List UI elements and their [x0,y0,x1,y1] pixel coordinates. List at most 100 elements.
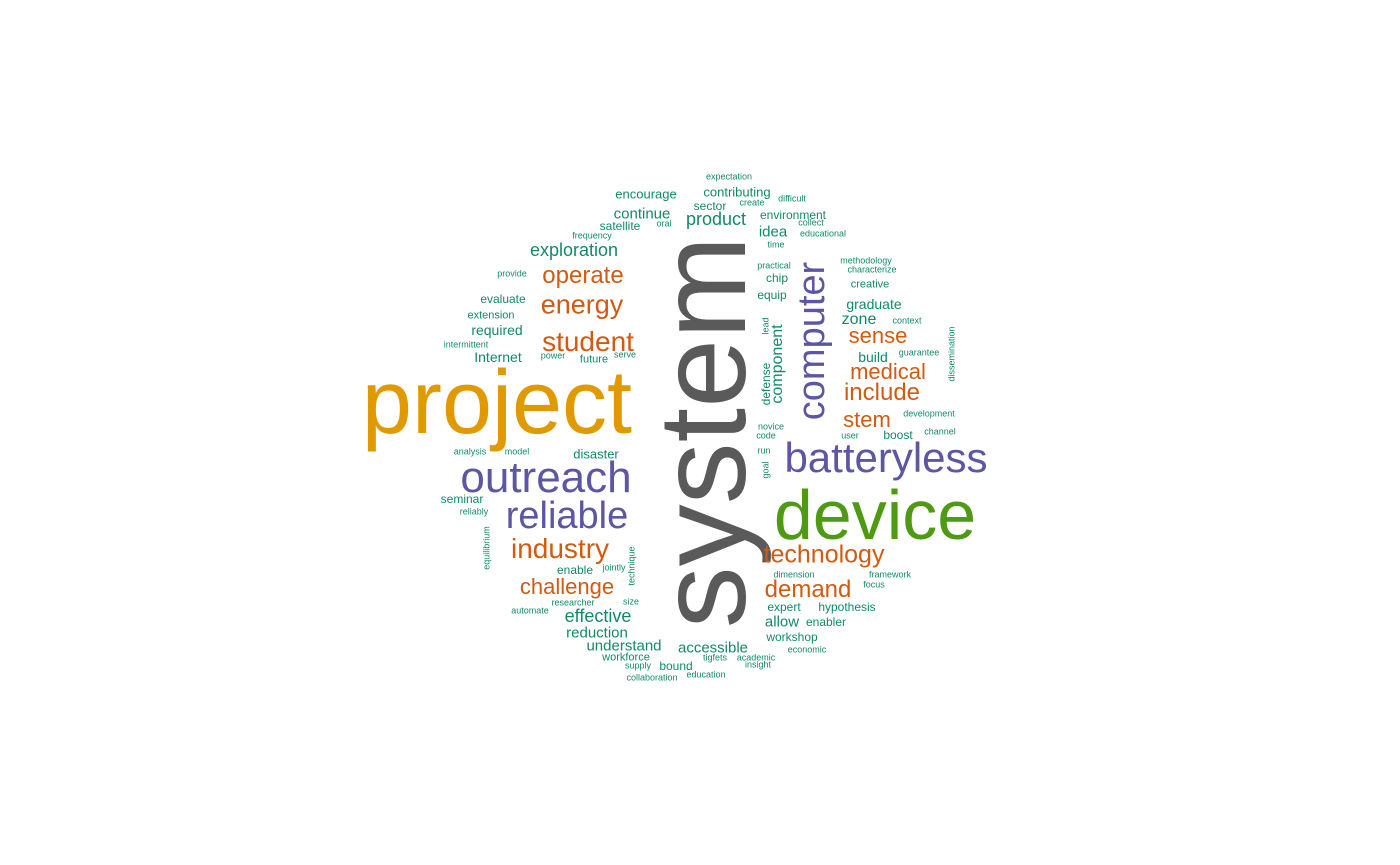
word-frequency: frequency [572,230,612,241]
word-batteryless: batteryless [784,434,988,481]
word-project: project [361,353,633,453]
word-workshop: workshop [766,630,818,644]
word-automate: automate [511,605,549,616]
word-satellite: satellite [599,219,641,233]
word-student: student [542,326,634,357]
word-sector: sector [693,199,727,213]
word-analysis: analysis [453,446,487,457]
word-development: development [903,408,955,419]
word-framework: framework [868,569,912,580]
word-demand: demand [764,576,852,603]
word-methodology: methodology [840,255,892,266]
word-exploration: exploration [529,240,619,260]
word-time: time [767,239,785,250]
word-provide: provide [497,268,527,279]
word-continue: continue [613,205,671,223]
word-equip: equip [757,288,787,302]
word-serve: serve [613,349,637,360]
word-goal: goal [760,461,771,479]
word-graduate: graduate [846,296,902,312]
word-seminar: seminar [440,492,484,506]
word-sense: sense [848,323,908,348]
word-jointly: jointly [602,562,626,573]
word-intermittent: intermittent [443,339,489,350]
word-stem: stem [843,407,891,432]
word-academic: academic [736,652,776,663]
word-device: device [773,476,977,554]
word-difficult: difficult [778,193,806,204]
word-practical: practical [757,260,791,271]
word-guarantee: guarantee [898,347,940,358]
word-technology: technology [763,540,885,569]
word-accessible: accessible [677,639,749,657]
word-power: power [540,350,566,361]
word-boost: boost [883,428,913,442]
word-channel: channel [924,426,956,437]
word-equilibrium: equilibrium [481,526,492,570]
word-create: create [739,197,765,208]
word-oral: oral [656,218,672,229]
word-characterize: characterize [847,264,897,275]
word-model: model [504,446,530,457]
word-reliable: reliable [505,495,629,537]
word-insight: insight [744,659,772,670]
word-educational: educational [799,228,847,239]
word-system: system [634,235,772,629]
word-workforce: workforce [602,651,650,664]
word-creative: creative [850,278,890,291]
word-dimension: dimension [773,569,815,580]
word-tigfets: tigfets [702,652,728,663]
word-idea: idea [758,223,788,241]
word-product: product [685,209,747,229]
word-disaster: disaster [573,446,619,462]
word-focus: focus [863,579,885,590]
word-enabler: enabler [805,615,847,629]
word-encourage: encourage [615,186,677,202]
word-evaluate: evaluate [480,292,526,306]
word-code: code [756,430,776,441]
word-novice: novice [757,421,785,432]
word-include: include [843,379,921,406]
word-enable: enable [556,563,594,577]
word-chip: chip [765,271,789,285]
word-reliably: reliably [459,506,489,517]
word-environment: environment [759,208,827,222]
word-economic: economic [787,644,827,655]
word-reduction: reduction [566,624,628,642]
word-expectation: expectation [705,171,753,182]
word-build: build [858,349,888,365]
word-size: size [622,596,640,607]
word-outreach: outreach [460,453,632,502]
word-collaboration: collaboration [626,672,678,683]
word-lead: lead [760,317,771,335]
word-operate: operate [542,262,624,289]
word-bound: bound [659,659,693,673]
word-medical: medical [850,359,926,384]
word-researcher: researcher [551,597,595,608]
word-run: run [757,445,771,456]
word-effective: effective [564,606,632,626]
word-zone: zone [841,311,877,328]
word-allow: allow [764,613,800,631]
word-context: context [892,315,922,326]
word-expert: expert [767,600,801,614]
word-contributing: contributing [703,184,771,200]
word-hypothesis: hypothesis [818,600,876,614]
word-internet: Internet [474,349,522,365]
word-industry: industry [510,533,610,564]
word-future: future [579,353,609,366]
word-collect: collect [798,217,824,228]
word-understand: understand [586,637,662,655]
word-education: education [686,669,726,680]
word-energy: energy [540,289,624,320]
word-defense: defense [759,362,773,406]
word-technique: technique [626,546,637,586]
word-challenge: challenge [519,574,615,599]
word-dissemination: dissemination [946,326,957,382]
word-extension: extension [467,309,515,322]
word-user: user [841,430,859,441]
word-supply: supply [624,660,652,671]
word-required: required [471,322,523,338]
word-computer: computer [791,261,833,421]
